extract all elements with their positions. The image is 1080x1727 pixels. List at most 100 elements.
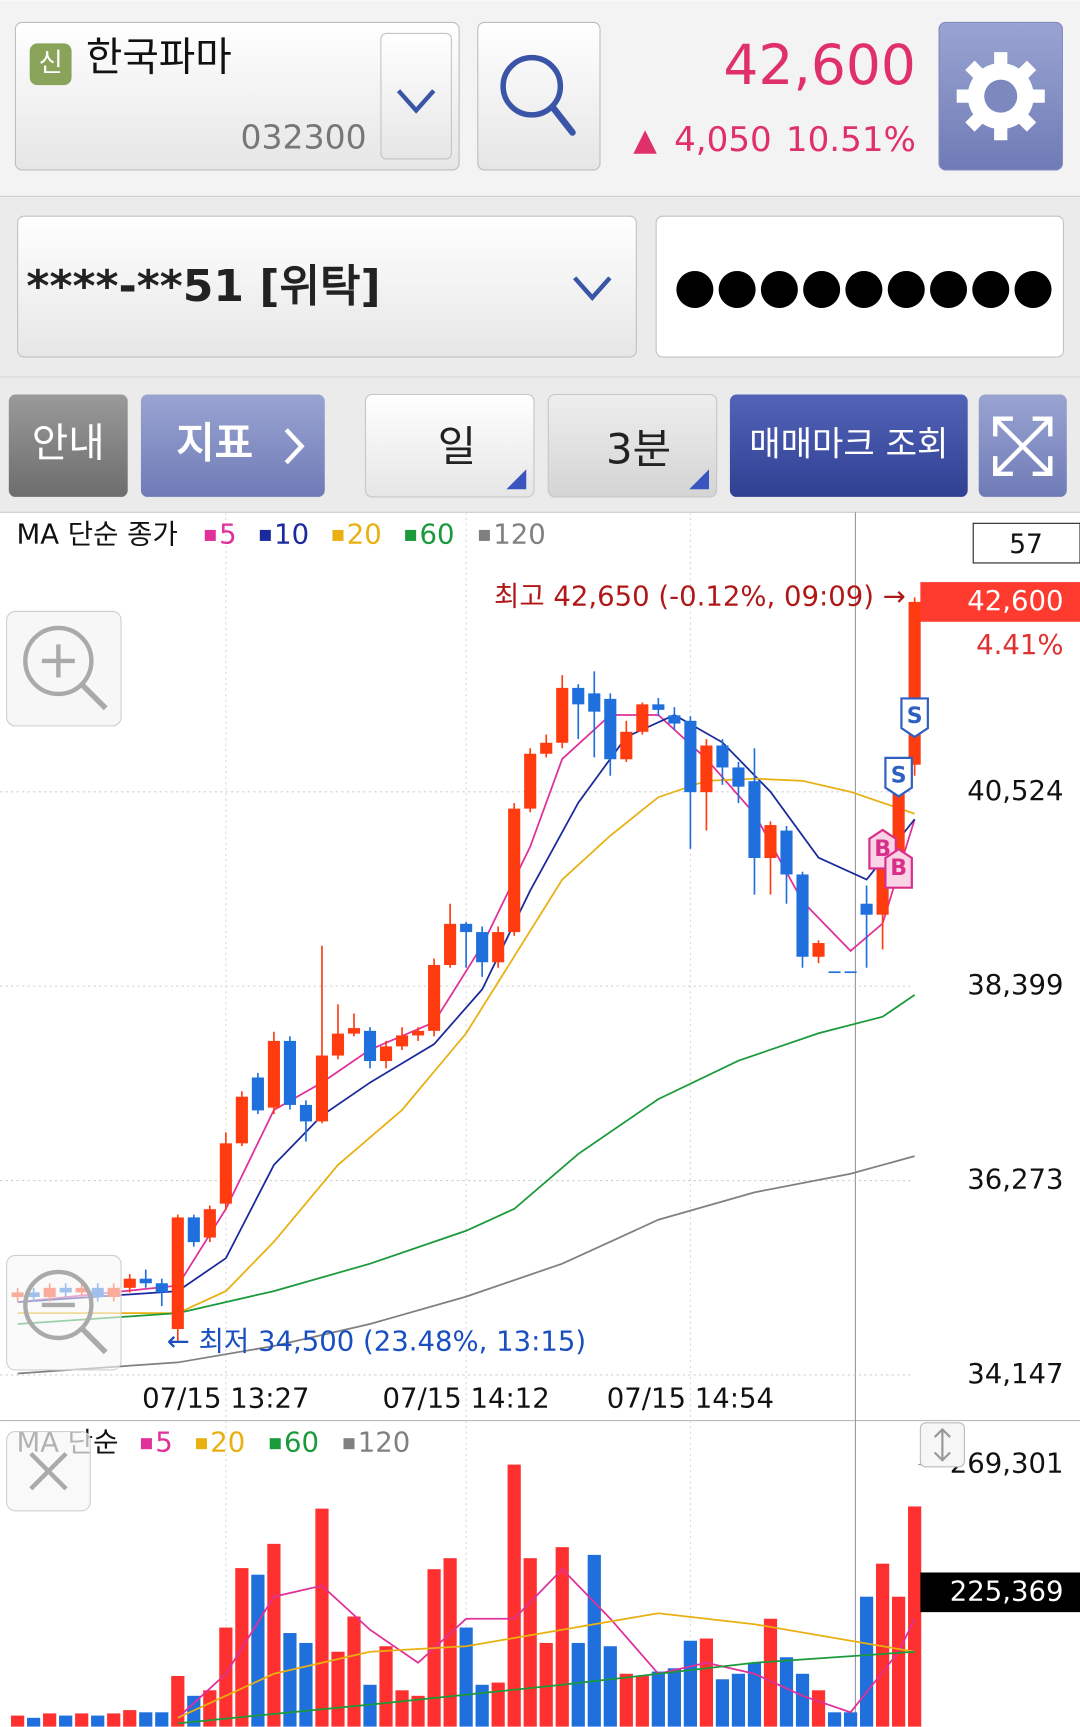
- candle-body: [652, 704, 665, 710]
- volume-bar: [715, 1679, 730, 1727]
- interval-button[interactable]: [547, 393, 718, 498]
- change-rate: 10.51%: [786, 120, 916, 160]
- password-field[interactable]: [655, 215, 1065, 358]
- period-label: 일: [438, 422, 476, 471]
- account-select[interactable]: [17, 215, 637, 358]
- period-button[interactable]: [364, 393, 535, 498]
- candle-body: [155, 1283, 168, 1293]
- volume-ma-line: [177, 1612, 915, 1719]
- trade-mark-label: S: [891, 764, 907, 789]
- volume-bar: [555, 1547, 569, 1727]
- legend-swatch: [140, 1438, 152, 1450]
- legend-label: 20: [347, 518, 382, 550]
- candle-body: [476, 932, 489, 963]
- candle-body: [251, 1077, 264, 1111]
- indicator-button[interactable]: [140, 394, 325, 497]
- volume-bar: [203, 1690, 217, 1727]
- candle-body: [283, 1040, 296, 1105]
- current-change: 4.41%: [976, 629, 1063, 661]
- resize-button[interactable]: [919, 1422, 965, 1468]
- y-tick-label: 38,399: [967, 969, 1063, 1001]
- zoom-out-button[interactable]: [6, 1254, 122, 1371]
- legend-label: 10: [274, 518, 309, 550]
- annotation: 최고 42,650 (-0.12%, 09:09) →: [494, 580, 906, 612]
- volume-bar: [859, 1596, 874, 1727]
- candle-body: [780, 830, 793, 875]
- current-price: 42,600: [723, 33, 916, 97]
- candle-body: [363, 1030, 377, 1062]
- y-tick-label: 269,301: [950, 1448, 1064, 1480]
- countdown-box: [972, 522, 1080, 564]
- candle-body: [620, 731, 633, 760]
- volume-bar: [811, 1690, 826, 1727]
- volume-bar: [908, 1506, 922, 1727]
- badge: 신: [38, 48, 62, 79]
- candle-body: [812, 943, 825, 957]
- legend-swatch: [405, 529, 417, 541]
- volume-bar: [395, 1690, 409, 1727]
- ma-line: [17, 714, 916, 1303]
- volume-bar: [491, 1682, 505, 1727]
- candle-body: [588, 693, 601, 712]
- candle-body: [508, 808, 521, 933]
- volume-bar: [443, 1558, 457, 1727]
- volume-bar: [27, 1717, 41, 1727]
- candle-body: [556, 687, 569, 743]
- candle-body: [844, 971, 857, 974]
- dropdown-button[interactable]: [380, 32, 452, 160]
- volume-bar: [91, 1715, 105, 1727]
- volume-bar: [587, 1554, 601, 1727]
- volume-bar: [123, 1710, 137, 1727]
- legend-label: 5: [219, 518, 237, 550]
- candle-body: [203, 1209, 216, 1238]
- candle-body: [684, 720, 697, 793]
- candle-body: [396, 1035, 409, 1047]
- volume-bar: [779, 1657, 794, 1727]
- legend-label: 60: [419, 518, 454, 550]
- volume-bar: [59, 1715, 73, 1727]
- trade-mark-label: B: [890, 856, 907, 881]
- guide-button[interactable]: [8, 394, 128, 497]
- volume-bar: [651, 1671, 665, 1727]
- price-change: 4,050: [674, 120, 772, 160]
- candle-body: [428, 964, 441, 1031]
- indicator-label: 지표: [176, 419, 253, 468]
- volume-bar: [603, 1646, 617, 1727]
- volume-bar: [331, 1651, 345, 1727]
- legend-swatch: [204, 529, 216, 541]
- trade-mark-label: S: [907, 704, 923, 729]
- legend-label: 5: [155, 1427, 173, 1459]
- y-tick-label: 36,273: [967, 1164, 1063, 1196]
- trade-mark-label: B: [874, 837, 891, 862]
- volume-bar: [571, 1642, 585, 1727]
- volume-ma-line: [177, 1650, 915, 1725]
- zoom-in-button[interactable]: [6, 610, 122, 727]
- legend-label: 120: [493, 518, 546, 550]
- volume-bar: [219, 1627, 233, 1727]
- candle-body: [700, 745, 713, 793]
- chart-bg: [0, 512, 1080, 1727]
- corner-triangle: [689, 469, 709, 490]
- stock-name: 한국파마: [86, 34, 232, 80]
- candle-body: [732, 767, 745, 787]
- search-icon: [500, 54, 564, 118]
- candle-body: [299, 1104, 312, 1122]
- candle-body: [235, 1096, 248, 1144]
- stock-box[interactable]: [14, 21, 460, 171]
- candle-body: [860, 903, 873, 915]
- volume-bar: [876, 1563, 890, 1727]
- candle-body: [123, 1278, 136, 1288]
- search-button[interactable]: [477, 21, 601, 171]
- volume-bar: [251, 1574, 265, 1727]
- trade-marks-button[interactable]: [729, 394, 968, 497]
- candle-body: [331, 1033, 345, 1056]
- legend-label: 20: [210, 1427, 245, 1459]
- volume-marker-label: 225,369: [950, 1575, 1064, 1607]
- candle-body: [171, 1217, 184, 1329]
- close-button[interactable]: [6, 1431, 91, 1512]
- candle-body: [187, 1217, 200, 1243]
- volume-bar: [523, 1558, 537, 1727]
- chevron-icon: [573, 276, 612, 301]
- volume-bar: [11, 1715, 25, 1727]
